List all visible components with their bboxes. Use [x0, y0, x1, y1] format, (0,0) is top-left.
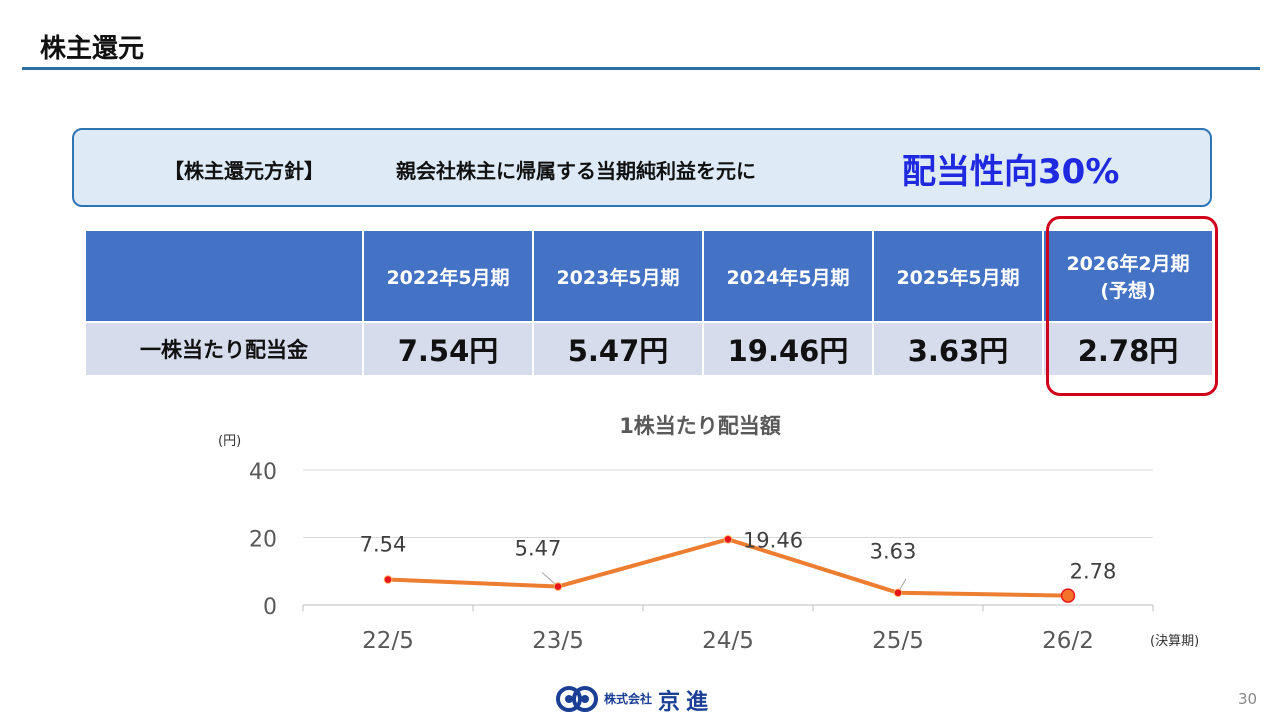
table-value-cell: 5.47円: [534, 323, 702, 375]
data-point: [553, 582, 563, 591]
data-label: 7.54: [360, 533, 407, 557]
data-label: 3.63: [870, 540, 917, 564]
y-tick-label: 40: [249, 460, 277, 485]
policy-label: 【株主還元方針】: [164, 159, 324, 183]
page-number: 30: [1238, 690, 1258, 708]
data-point: [723, 535, 733, 544]
x-unit-label: (決算期): [1150, 634, 1200, 649]
forecast-header: 2026年2月期: [1066, 253, 1190, 275]
policy-box: 【株主還元方針】 親会社株主に帰属する当期純利益を元に 配当性向30%: [72, 128, 1212, 207]
page-title: 株主還元: [40, 34, 145, 64]
forecast-highlight-frame: [1046, 216, 1218, 396]
table-header-cell: 2025年5月期: [874, 231, 1042, 321]
table-value-cell: 3.63円: [874, 323, 1042, 375]
payout-ratio: 配当性向30%: [902, 152, 1120, 192]
data-label: 5.47: [515, 537, 562, 561]
chart-title: 1株当たり配当額: [619, 414, 781, 438]
table-header-row: 2022年5月期 2023年5月期 2024年5月期 2025年5月期 2026…: [86, 231, 1212, 321]
table-value-cell: 7.54円: [364, 323, 532, 375]
x-tick-label: 24/5: [702, 628, 754, 654]
forecast-sub: (予想): [1100, 280, 1156, 302]
company-logo-icon: [556, 686, 598, 712]
data-point: [893, 588, 903, 598]
table-header-cell-forecast: 2026年2月期 (予想): [1044, 231, 1212, 321]
title-rule: [22, 67, 1260, 70]
company-name: 京進: [658, 690, 715, 715]
y-unit-label: (円): [218, 434, 242, 449]
table-header-cell: 2023年5月期: [534, 231, 702, 321]
data-label: 19.46: [743, 528, 803, 552]
dividend-table: 2022年5月期 2023年5月期 2024年5月期 2025年5月期 2026…: [84, 229, 1214, 377]
data-point: [383, 575, 393, 584]
table-corner-cell: [86, 231, 362, 321]
table-header-cell: 2024年5月期: [704, 231, 872, 321]
table-value-row: 一株当たり配当金 7.54円 5.47円 19.46円 3.63円 2.78円: [86, 323, 1212, 375]
table-value-cell-forecast: 2.78円: [1044, 323, 1212, 375]
x-tick-label: 22/5: [362, 628, 414, 654]
company-prefix: 株式会社: [604, 692, 653, 706]
y-tick-label: 20: [249, 528, 277, 553]
y-tick-label: 0: [263, 595, 277, 620]
series-line: [387, 537, 1069, 598]
policy-text: 親会社株主に帰属する当期純利益を元に: [396, 159, 756, 183]
data-label: 2.78: [1070, 560, 1117, 584]
table-value-cell: 19.46円: [704, 323, 872, 375]
data-point-forecast: [1060, 588, 1076, 603]
x-tick-label: 25/5: [872, 628, 924, 654]
table-header-cell: 2022年5月期: [364, 231, 532, 321]
x-tick-label: 26/2: [1042, 628, 1094, 654]
table-row-label: 一株当たり配当金: [86, 323, 362, 375]
x-tick-label: 23/5: [532, 628, 584, 654]
